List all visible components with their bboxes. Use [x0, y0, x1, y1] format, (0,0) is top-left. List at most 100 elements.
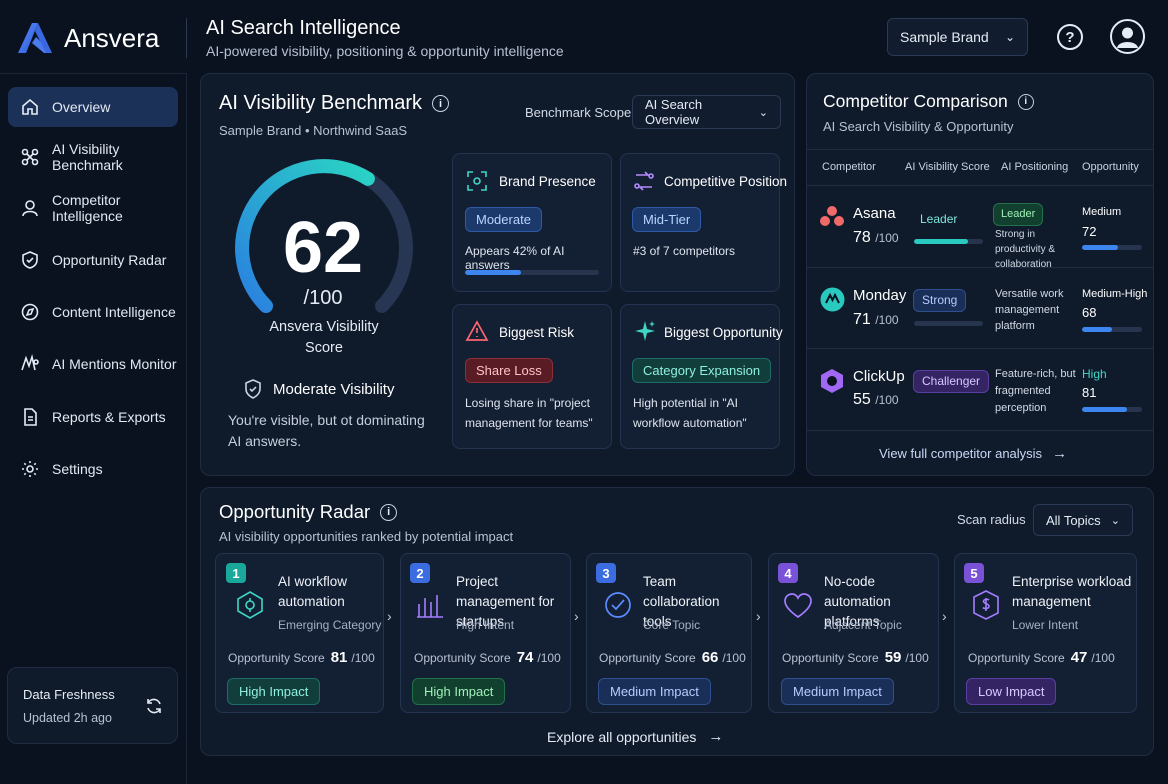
competitor-name: Monday [853, 287, 907, 304]
opportunity-score: Opportunity Score 59/100 [782, 649, 929, 666]
target-check-icon [605, 592, 631, 618]
biggest-opportunity-card[interactable]: Biggest Opportunity Category Expansion H… [620, 304, 783, 449]
score-value: 59 [884, 649, 902, 666]
opportunity-category: Adjacent Topic [824, 618, 902, 632]
score-label: Opportunity Score [228, 651, 325, 665]
document-icon [24, 408, 37, 426]
brand-name: Ansvera [64, 22, 160, 53]
info-icon[interactable]: i [432, 95, 450, 112]
competitor-title-text: Competitor Comparison [823, 91, 1008, 111]
opportunity-category: Core Topic [643, 618, 701, 632]
heart-icon [784, 593, 812, 619]
biggest-risk-card[interactable]: Biggest Risk Share Loss Losing share in … [452, 304, 612, 449]
sidebar-item-reports-exports[interactable]: Reports & Exports [8, 397, 178, 437]
sidebar-item-settings[interactable]: Settings [8, 449, 178, 489]
table-row-monday[interactable] [807, 268, 1153, 348]
explore-opportunities-link[interactable]: Explore all opportunities → [547, 728, 723, 745]
scope-label: Benchmark Scope [525, 105, 632, 120]
user-avatar[interactable] [1110, 19, 1145, 54]
sidebar-item-ai-visibility-benchmark[interactable]: AI Visibility Benchmark [8, 137, 178, 177]
opportunity-score: Opportunity Score 81/100 [228, 649, 375, 666]
scope-select[interactable]: AI Search Overview ⌄ [632, 95, 781, 129]
sidebar-item-label: Reports & Exports [52, 409, 166, 425]
competitive-position-card[interactable]: Competitive Position Mid-Tier #3 of 7 co… [620, 153, 787, 292]
sidebar-item-overview[interactable]: Overview [8, 87, 178, 127]
score-label: Opportunity Score [968, 651, 1065, 665]
competitor-subtitle: AI Search Visibility & Opportunity [823, 119, 1014, 134]
visibility-gauge [235, 159, 413, 313]
opportunity-label: Medium [1082, 206, 1122, 218]
rank-badge: 4 [778, 563, 798, 583]
opportunity-title: Team collaboration tools [643, 574, 720, 629]
refresh-icon[interactable] [144, 696, 164, 716]
opportunity-bar [1082, 327, 1142, 332]
chevron-down-icon: ⌄ [1110, 514, 1120, 527]
chevron-right-icon: › [574, 608, 579, 624]
score-max: /100 [351, 651, 375, 665]
impact-pill-wrap: High Impact [227, 678, 321, 705]
impact-pill-wrap: Medium Impact [598, 678, 711, 705]
score-label: Ansvera Visibility Score [269, 319, 379, 356]
brand-logo[interactable]: Ansvera [16, 18, 176, 58]
biggest-opportunity-pill-wrap: Category Expansion [632, 358, 772, 383]
biggest-opportunity-title: Biggest Opportunity [664, 325, 783, 340]
competitor-score-max: /100 [875, 313, 899, 327]
monday-logo-icon [820, 287, 845, 312]
sidebar-item-opportunity-radar[interactable]: Opportunity Radar [8, 240, 178, 280]
tier-bar [914, 239, 983, 244]
competitive-position-pill: Mid-Tier [632, 207, 702, 232]
sidebar-item-content-intelligence[interactable]: Content Intelligence [8, 292, 178, 332]
impact-pill: Medium Impact [781, 678, 894, 705]
sidebar-item-ai-mentions-monitor[interactable]: AI Mentions Monitor [8, 344, 178, 384]
scan-radius-value: All Topics [1046, 512, 1101, 528]
info-icon[interactable]: i [380, 503, 398, 521]
brand-presence-card[interactable]: Brand Presence Moderate Appears 42% of A… [452, 153, 612, 292]
tier-pill-wrap: Challenger [913, 370, 990, 393]
tier-bar-fill [914, 239, 968, 244]
scan-radius-label: Scan radius [957, 512, 1026, 527]
shield-icon [245, 379, 261, 399]
scope-select-value: AI Search Overview [645, 97, 703, 127]
brand-select[interactable]: Sample Brand ⌄ [887, 18, 1028, 56]
impact-pill-wrap: Medium Impact [781, 678, 894, 705]
biggest-risk-pill-wrap: Share Loss [465, 358, 553, 383]
scan-radius-select[interactable]: All Topics ⌄ [1033, 504, 1133, 536]
logo-icon [18, 23, 52, 53]
radar-title: Opportunity Radar i [219, 501, 398, 523]
opportunity-score: Opportunity Score 66/100 [599, 649, 746, 666]
table-divider [807, 185, 1153, 186]
opportunity-value: 81 [1082, 385, 1097, 400]
biggest-risk-desc: Losing share in "project management for … [465, 396, 593, 430]
tier-label: Leader [920, 212, 958, 226]
opportunity-title: Enterprise workload management [1012, 574, 1132, 609]
opportunity-title: Project management for startups [456, 574, 555, 629]
sidebar [0, 73, 187, 784]
opportunity-card-1[interactable]: 1 AI workflow automation Emerging Catego… [215, 553, 384, 713]
impact-pill: High Impact [227, 678, 321, 705]
score-label: Opportunity Score [414, 651, 511, 665]
opportunity-card-5[interactable]: 5 Enterprise workload management Lower I… [954, 553, 1137, 713]
positioning-pill-wrap: Leader [993, 203, 1044, 226]
help-icon[interactable]: ? [1057, 24, 1083, 50]
brand-select-value: Sample Brand [900, 29, 989, 45]
rank-badge: 2 [410, 563, 430, 583]
link-label: Explore all opportunities [547, 728, 697, 745]
opportunity-card-3[interactable]: 3 Team collaboration tools Core Topic Op… [586, 553, 752, 713]
opportunity-card-2[interactable]: 2 Project management for startups High I… [400, 553, 571, 713]
brand-presence-desc: Appears 42% of AI answers [465, 244, 565, 272]
sidebar-item-label: Competitor Intelligence [52, 192, 123, 224]
row-divider [807, 430, 1153, 431]
sidebar-item-competitor-intelligence[interactable]: Competitor Intelligence [8, 188, 178, 228]
score-value: 66 [701, 649, 719, 666]
info-icon[interactable]: i [1017, 93, 1034, 110]
shield-icon [22, 251, 38, 269]
opportunity-category: Emerging Category [278, 618, 382, 632]
table-row-asana[interactable] [807, 186, 1153, 267]
competitor-name: ClickUp [853, 368, 905, 385]
view-competitor-analysis-link[interactable]: View full competitor analysis → [879, 445, 1067, 462]
clickup-logo-icon [821, 369, 843, 393]
opportunity-card-4[interactable]: 4 No-code automation platforms Adjacent … [768, 553, 939, 713]
brand-presence-pill-wrap: Moderate [465, 207, 542, 232]
score-value: 47 [1070, 649, 1088, 666]
score-label: Opportunity Score [599, 651, 696, 665]
